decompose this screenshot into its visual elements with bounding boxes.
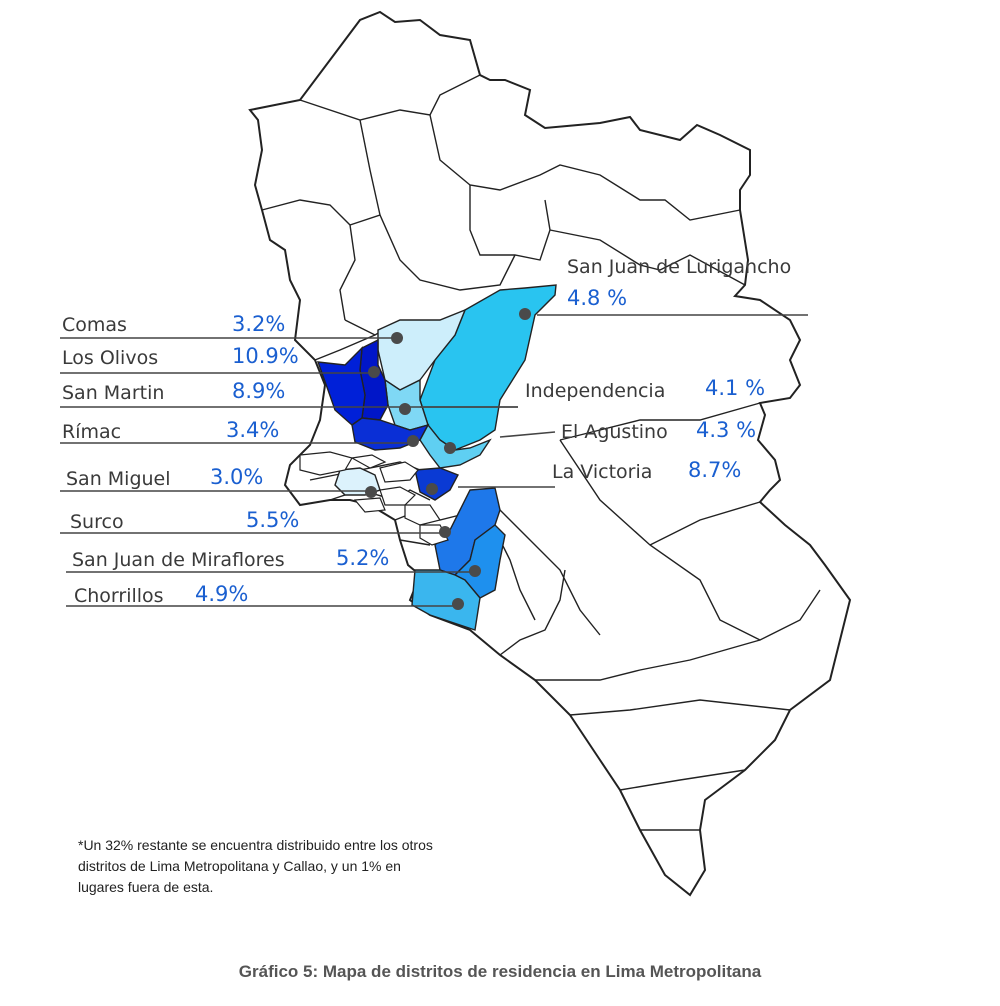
- percent-san-martin: 8.9%: [232, 379, 286, 403]
- marker-san-miguel: [365, 486, 377, 498]
- percent-la-victoria: 8.7%: [688, 458, 742, 482]
- district-markers: [365, 308, 531, 610]
- percent-los-olivos: 10.9%: [232, 344, 299, 368]
- district-comas: [377, 308, 467, 391]
- leader-lines: [60, 314, 808, 607]
- label-comas: Comas: [62, 314, 127, 336]
- marker-san-martin: [399, 403, 411, 415]
- district-san-juan-de-miraflores: [453, 524, 506, 599]
- marker-san-juan-de-miraflores: [469, 565, 481, 577]
- percent-comas: 3.2%: [232, 312, 286, 336]
- marker-san-juan-de-lurigancho: [519, 308, 531, 320]
- footnote-line-2: distritos de Lima Metropolitana y Callao…: [78, 858, 401, 874]
- label-surco: Surco: [70, 511, 124, 533]
- percent-rimac: 3.4%: [226, 418, 280, 442]
- percent-chorrillos: 4.9%: [195, 582, 249, 606]
- district-boundaries: [261, 74, 821, 831]
- label-san-juan-de-miraflores: San Juan de Miraflores: [72, 549, 285, 571]
- marker-el-agustino: [444, 442, 456, 454]
- percent-san-juan-de-lurigancho: 4.8 %: [567, 286, 628, 310]
- map-outline: [248, 10, 852, 897]
- percent-independencia: 4.1 %: [705, 376, 766, 400]
- marker-rimac: [407, 435, 419, 447]
- label-san-juan-de-lurigancho: San Juan de Lurigancho: [567, 256, 792, 278]
- percent-san-miguel: 3.0%: [210, 465, 264, 489]
- figure-caption: Gráfico 5: Mapa de distritos de residenc…: [238, 962, 762, 981]
- percent-surco: 5.5%: [246, 508, 300, 532]
- label-rimac: Rímac: [62, 421, 122, 443]
- marker-surco: [439, 526, 451, 538]
- footnote-line-3: lugares fuera de esta.: [78, 879, 214, 895]
- label-independencia: Independencia: [525, 380, 666, 402]
- percent-san-juan-de-miraflores: 5.2%: [336, 546, 390, 570]
- district-la-victoria: [414, 467, 459, 501]
- label-chorrillos: Chorrillos: [74, 585, 164, 607]
- footnote-line-1: *Un 32% restante se encuentra distribuid…: [78, 837, 433, 853]
- label-san-miguel: San Miguel: [66, 468, 171, 490]
- label-san-martin: San Martin: [62, 382, 165, 404]
- marker-la-victoria: [426, 483, 438, 495]
- highlighted-districts: [316, 284, 557, 631]
- marker-los-olivos: [368, 366, 380, 378]
- label-la-victoria: La Victoria: [552, 461, 653, 483]
- label-los-olivos: Los Olivos: [62, 347, 159, 369]
- footnote: *Un 32% restante se encuentra distribuid…: [78, 835, 578, 898]
- percent-el-agustino: 4.3 %: [696, 418, 757, 442]
- label-el-agustino: El Agustino: [561, 421, 668, 443]
- leader-line-el-agustino: [499, 431, 556, 438]
- marker-comas: [391, 332, 403, 344]
- marker-chorrillos: [452, 598, 464, 610]
